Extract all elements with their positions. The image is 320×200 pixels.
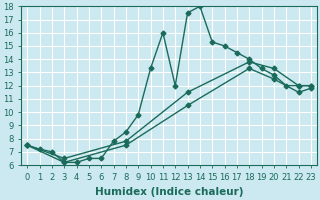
X-axis label: Humidex (Indice chaleur): Humidex (Indice chaleur) [95,187,243,197]
